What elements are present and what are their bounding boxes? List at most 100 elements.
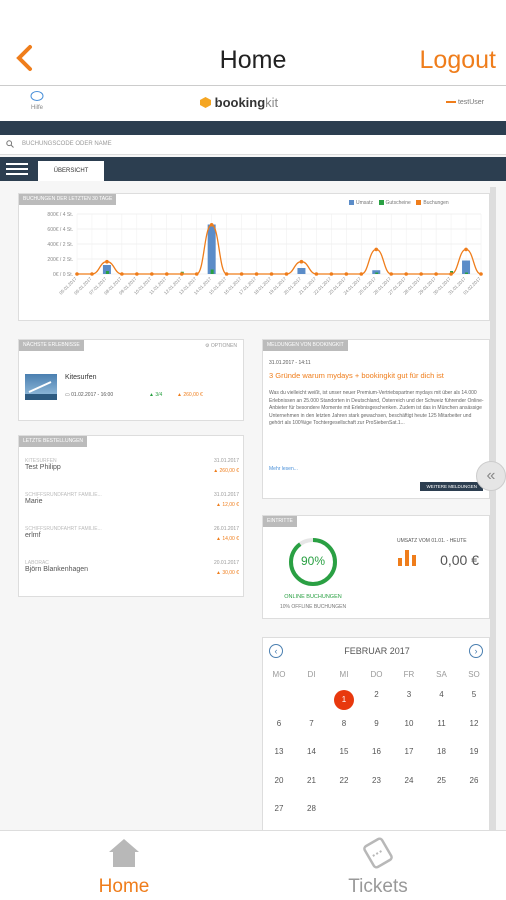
app-header: Home Logout (0, 0, 506, 86)
calendar-day[interactable]: 25 (437, 775, 446, 785)
calendar-day[interactable]: 3 (406, 690, 412, 699)
nav-strip (0, 121, 506, 135)
chart-legend: Umsatz Gutscheine Buchungen (349, 200, 449, 206)
calendar-day[interactable]: 15 (339, 747, 349, 757)
calendar-day[interactable]: 9 (374, 718, 379, 728)
point-buchungen (344, 272, 349, 276)
y-tick-label: 800€ / 4 St. (47, 212, 73, 218)
event-count: ▲ 3/4 (149, 392, 163, 398)
calendar-panel: ‹ FEBRUAR 2017 › MO DI MI DO FR SA SO 1 2 3 4 5 6 7 8 9… (262, 637, 490, 832)
calendar-day[interactable]: 10 (404, 718, 414, 728)
collapse-panel-icon[interactable]: « (476, 461, 506, 491)
calendar-day[interactable]: 18 (437, 747, 446, 757)
tab-overview[interactable]: ÜBERSICHT (38, 161, 104, 181)
calendar-day[interactable]: 22 (339, 775, 349, 785)
legend-umsatz: Umsatz (356, 200, 373, 206)
calendar-day[interactable]: 1 (334, 690, 354, 710)
calendar-day[interactable]: 7 (309, 718, 314, 728)
point-buchungen (179, 272, 184, 276)
bookings-chart-panel: BUCHUNGEN DER LETZTEN 30 TAGE Umsatz Gut… (18, 193, 490, 321)
legend-buchungen: Buchungen (423, 200, 449, 206)
bar-umsatz (102, 265, 111, 274)
point-buchungen (449, 272, 453, 276)
chat-icon (30, 91, 44, 101)
calendar-day[interactable]: 27 (274, 804, 284, 814)
hamburger-menu-icon[interactable] (6, 160, 28, 178)
booking-type: SCHIFFSRUNDFAHRT FAMILIE... (25, 492, 102, 498)
point-buchungen (90, 272, 94, 276)
calendar-day[interactable]: 8 (341, 718, 347, 728)
more-news-button[interactable]: WEITERE MELDUNGEN (420, 482, 483, 491)
calendar-day[interactable]: 20 (274, 775, 284, 785)
booking-item[interactable]: KITESURFEN Test Philipp 31.01.2017 ▲ 260… (25, 458, 239, 474)
booking-type: SCHIFFSRUNDFAHRT FAMILIE... (25, 526, 102, 532)
booking-item[interactable]: LABORAC Björn Blankenhagen 20.01.2017 ▲ … (25, 560, 239, 576)
calendar-day[interactable]: 19 (469, 747, 479, 757)
help-label: Hilfe (30, 105, 43, 111)
calendar-day[interactable]: 26 (469, 775, 479, 785)
point-buchungen (359, 272, 364, 276)
user-menu[interactable]: testUser (445, 99, 484, 106)
prev-month-icon[interactable]: ‹ (269, 644, 283, 658)
calendar-day[interactable]: 21 (307, 775, 316, 785)
calendar-day[interactable]: 24 (404, 775, 414, 785)
brand-logo: bookingkit (200, 95, 278, 110)
calendar-day[interactable]: 13 (274, 747, 284, 757)
search-input[interactable]: BUCHUNGSCODE ODER NAME (22, 141, 112, 147)
point-buchungen (329, 272, 334, 276)
booking-amount: ▲ 30,00 € (215, 570, 239, 576)
options-button[interactable]: ⚙ OPTIONEN (205, 343, 237, 349)
entries-title: EINTRITTE (263, 516, 297, 527)
bookings-chart: 800€ / 4 St. 600€ / 4 St. 400€ / 2 St. 200€… (47, 212, 483, 296)
booking-item[interactable]: SCHIFFSRUNDFAHRT FAMILIE... erlmf 26.01.… (25, 526, 239, 542)
booking-type: KITESURFEN (25, 458, 57, 464)
calendar-day[interactable]: 4 (439, 690, 444, 699)
booking-item[interactable]: SCHIFFSRUNDFAHRT FAMILIE... Marie 31.01.… (25, 492, 239, 508)
point-buchungen (299, 259, 304, 264)
scrollbar[interactable] (490, 187, 496, 832)
news-date: 31.01.2017 - 14:11 (269, 360, 311, 366)
back-arrow-icon[interactable] (14, 44, 40, 74)
calendar-month: FEBRUAR 2017 (344, 646, 410, 656)
calendar-day[interactable]: 17 (404, 747, 414, 757)
site-header: Hilfe bookingkit testUser (0, 87, 506, 121)
calendar-day[interactable]: 2 (374, 690, 379, 699)
y-tick-label: 200€ / 2 St. (47, 257, 73, 263)
brand-name: booking (214, 95, 266, 110)
y-tick-label: 0€ / 0 St. (53, 272, 73, 278)
search-bar[interactable]: BUCHUNGSCODE ODER NAME (0, 135, 506, 155)
weekday-header: DO (370, 670, 383, 679)
page-title: Home (219, 46, 287, 74)
calendar-day[interactable]: 6 (276, 718, 282, 728)
point-buchungen (374, 247, 379, 252)
calendar-day[interactable]: 14 (307, 747, 316, 757)
point-buchungen (105, 259, 109, 264)
point-buchungen (150, 272, 154, 276)
calendar-day[interactable]: 23 (372, 775, 381, 785)
booking-date: 20.01.2017 (213, 560, 239, 566)
latest-bookings-title: LETZTE BESTELLUNGEN (19, 436, 88, 447)
read-more-link[interactable]: Mehr lesen... (269, 466, 298, 472)
calendar-day[interactable]: 11 (437, 718, 446, 728)
help-button[interactable]: Hilfe (22, 91, 52, 111)
booking-date: 31.01.2017 (213, 458, 239, 464)
offline-label: 10% OFFLINE BUCHUNGEN (279, 604, 347, 610)
calendar-day[interactable]: 12 (469, 718, 479, 728)
webview: Hilfe bookingkit testUser BUCHUNGSCODE O… (0, 87, 506, 832)
calendar-day[interactable]: 28 (307, 804, 316, 814)
online-label: ONLINE BUCHUNGEN (284, 594, 342, 600)
point-buchungen (314, 272, 319, 276)
logout-button[interactable]: Logout (419, 46, 496, 74)
booking-amount: ▲ 14,00 € (215, 536, 239, 542)
nav-home[interactable]: Home (64, 837, 184, 898)
chart-panel-title: BUCHUNGEN DER LETZTEN 30 TAGE (19, 194, 117, 205)
news-headline[interactable]: 3 Gründe warum mydays + bookingkit gut f… (269, 371, 444, 380)
event-name[interactable]: Kitesurfen (65, 374, 97, 381)
bar-umsatz (207, 224, 216, 274)
booking-date: 31.01.2017 (213, 492, 239, 498)
calendar-day[interactable]: 5 (471, 690, 477, 699)
calendar-day[interactable]: 16 (372, 747, 381, 757)
event-amount-text: 260,00 € (183, 392, 203, 398)
next-month-icon[interactable]: › (469, 644, 483, 658)
nav-tickets[interactable]: Tickets (318, 837, 438, 898)
